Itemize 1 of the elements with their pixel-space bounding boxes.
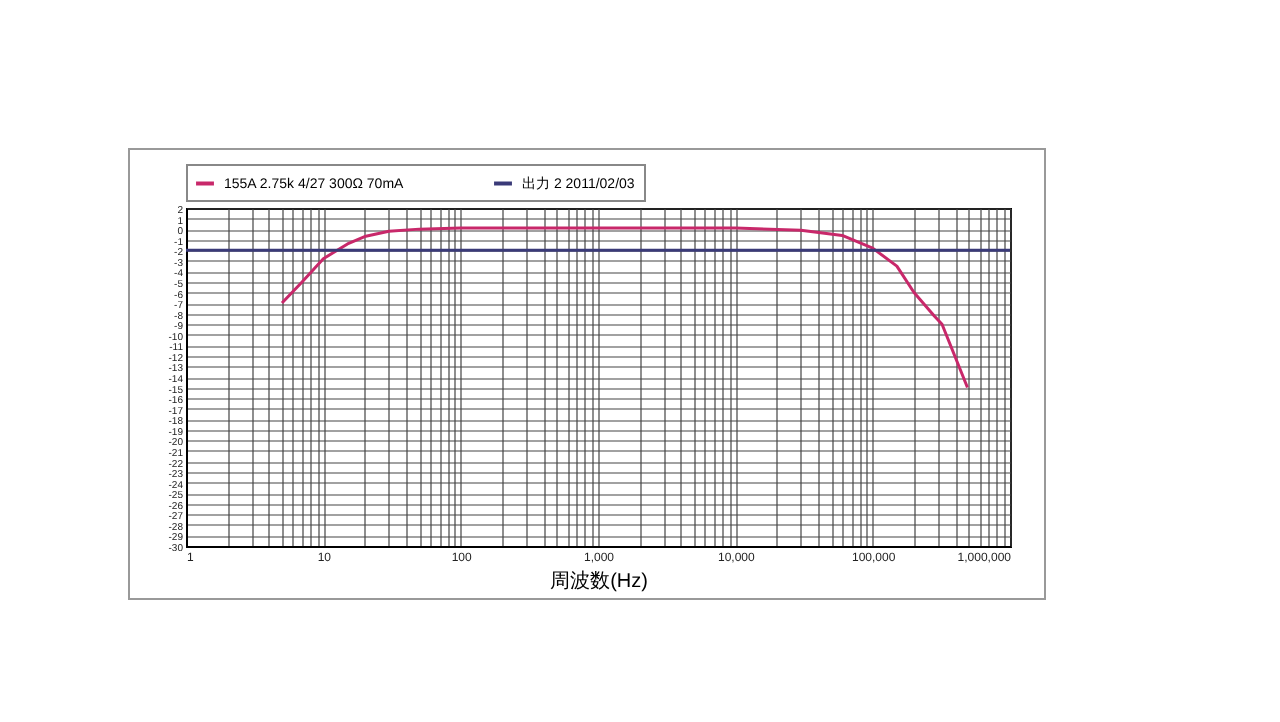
x-axis-title: 周波数(Hz) — [550, 569, 648, 593]
